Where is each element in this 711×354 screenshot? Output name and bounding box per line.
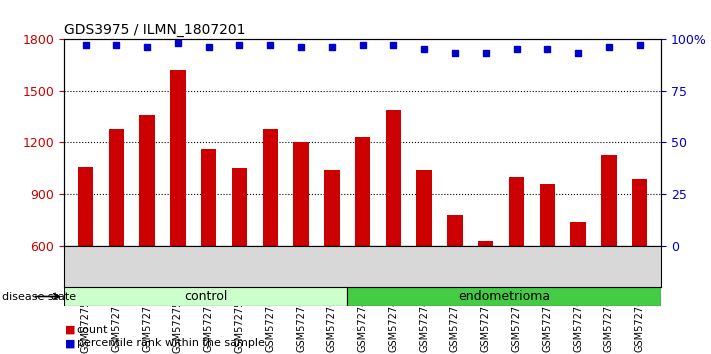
Bar — [324, 170, 340, 246]
Bar — [347, 287, 661, 306]
Bar — [478, 241, 493, 246]
Text: GDS3975 / ILMN_1807201: GDS3975 / ILMN_1807201 — [64, 23, 245, 36]
Bar — [262, 129, 278, 246]
Text: ■: ■ — [65, 338, 76, 348]
Bar — [509, 177, 524, 246]
Bar — [294, 143, 309, 246]
Bar — [355, 137, 370, 246]
Bar — [232, 169, 247, 246]
Bar — [77, 167, 93, 246]
Bar — [447, 215, 463, 246]
Bar — [540, 184, 555, 246]
Text: ■: ■ — [65, 325, 76, 335]
Bar — [170, 70, 186, 246]
Text: disease state: disease state — [2, 292, 76, 302]
Bar — [109, 129, 124, 246]
Text: percentile rank within the sample: percentile rank within the sample — [77, 338, 264, 348]
Bar — [632, 179, 648, 246]
Text: control: control — [183, 290, 227, 303]
Bar — [64, 287, 347, 306]
Bar — [139, 115, 155, 246]
Bar — [570, 222, 586, 246]
Bar — [602, 155, 616, 246]
Bar — [417, 170, 432, 246]
Bar — [201, 149, 216, 246]
Bar — [385, 110, 401, 246]
Text: endometrioma: endometrioma — [458, 290, 550, 303]
Text: count: count — [77, 325, 108, 335]
